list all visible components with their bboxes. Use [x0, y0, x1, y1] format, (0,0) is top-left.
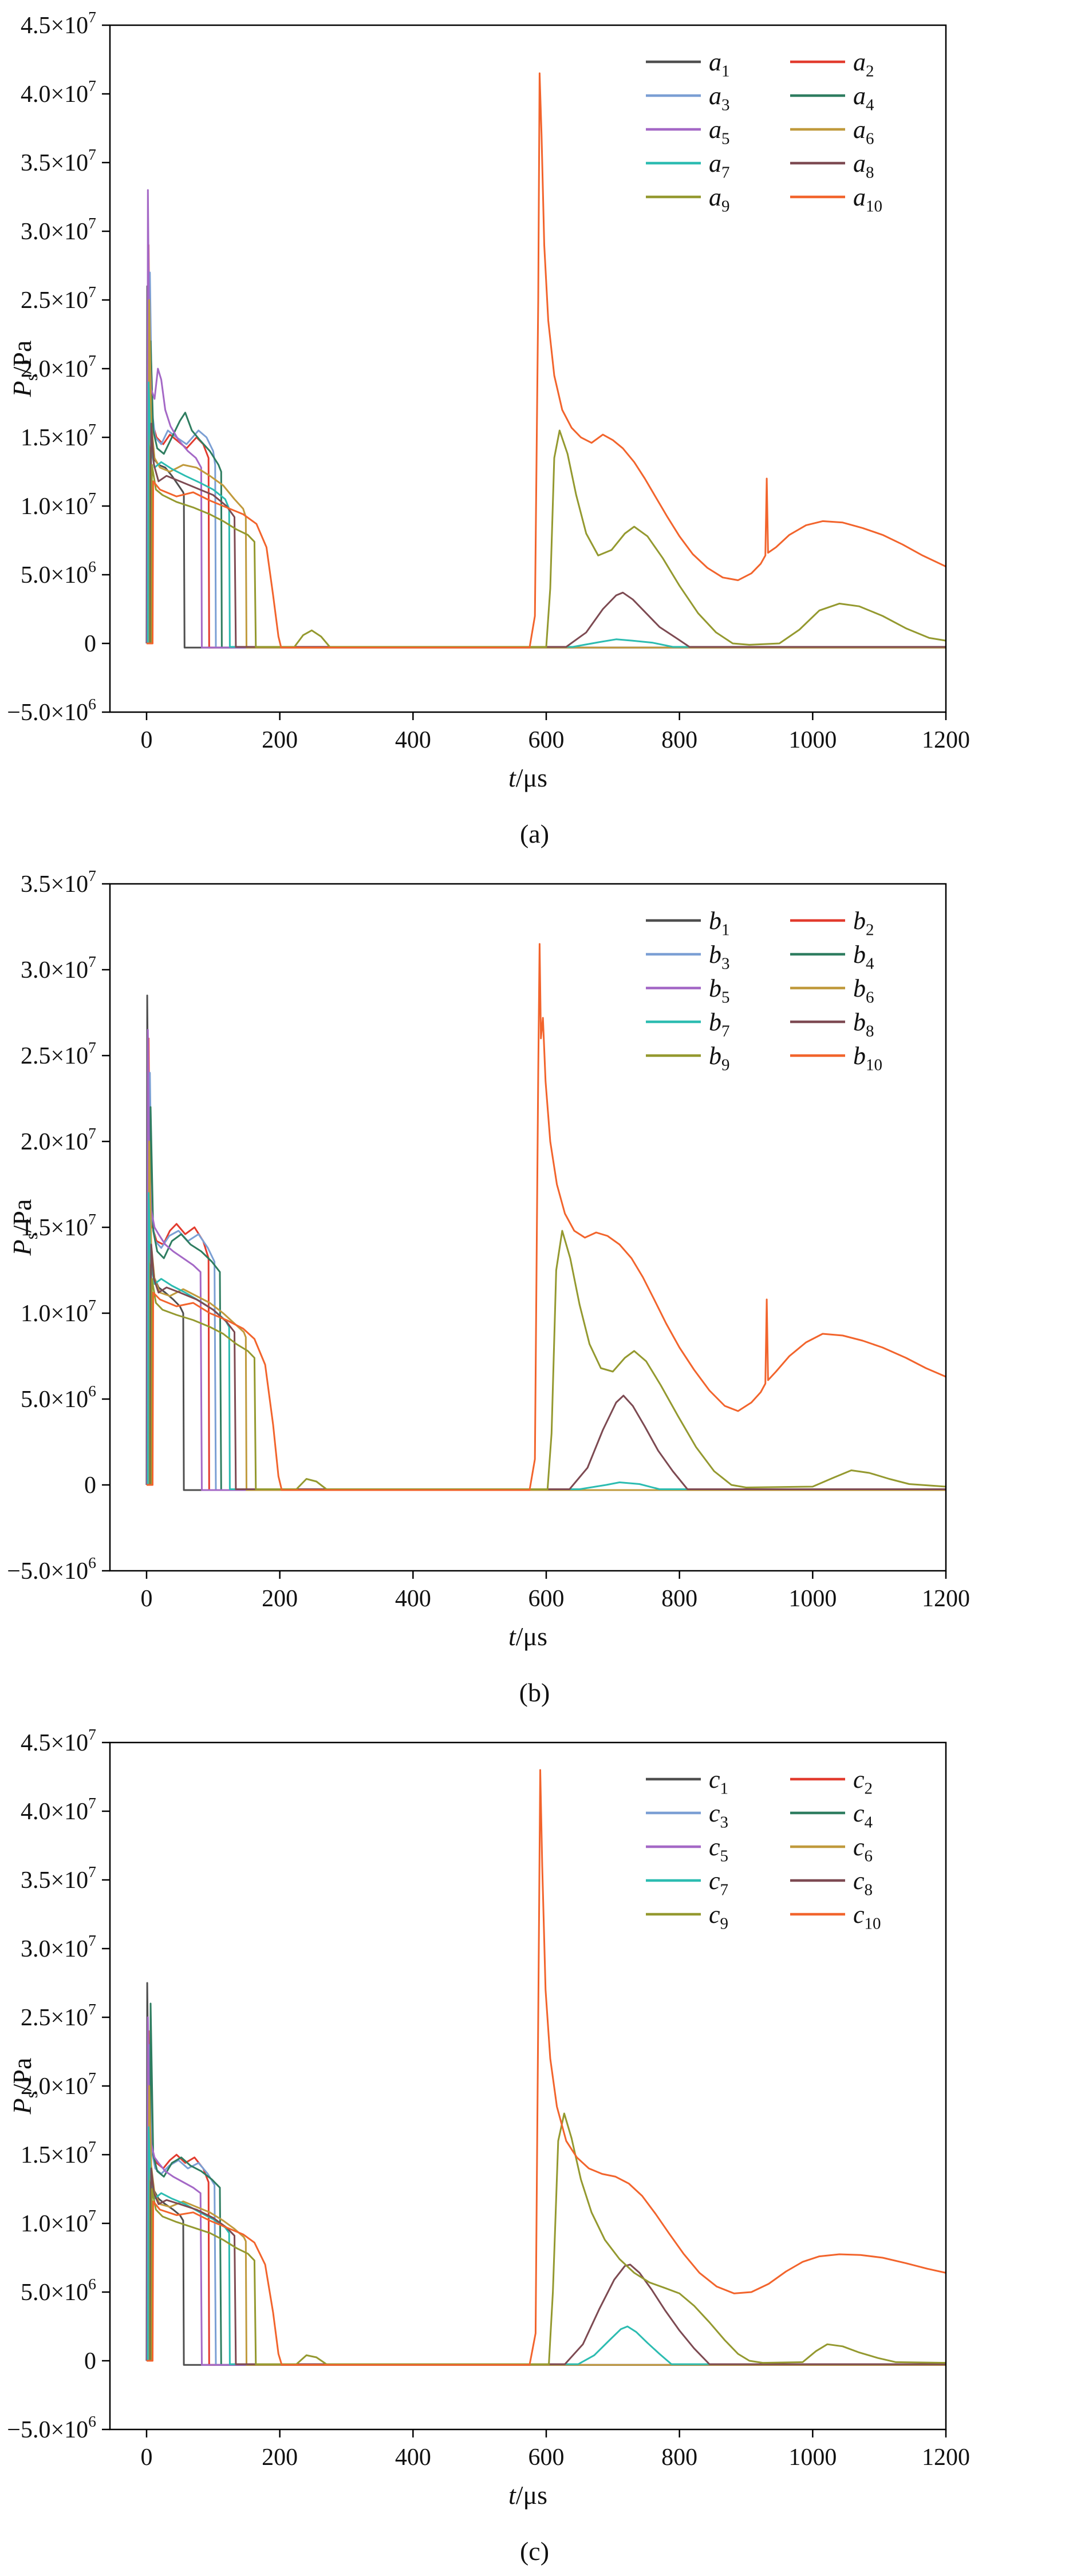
svg-text:2.0×107: 2.0×107 [21, 1124, 96, 1155]
svg-text:c4: c4 [853, 1799, 873, 1832]
svg-text:4.5×107: 4.5×107 [21, 8, 96, 39]
svg-text:b4: b4 [853, 941, 874, 973]
svg-text:4.5×107: 4.5×107 [21, 1725, 96, 1756]
chart-c-plot: 0 200 400 600 800 1000 1200 −5.0×106 0 5.0×106 1.0… [7, 1725, 970, 2510]
svg-text:600: 600 [528, 1586, 564, 1612]
svg-text:1000: 1000 [788, 1586, 837, 1612]
svg-text:2.5×107: 2.5×107 [21, 1038, 96, 1069]
svg-text:1000: 1000 [788, 2444, 837, 2471]
svg-text:3.5×107: 3.5×107 [21, 867, 96, 898]
svg-text:5.0×106: 5.0×106 [21, 1382, 96, 1413]
svg-text:1200: 1200 [922, 2444, 970, 2471]
svg-text:a5: a5 [709, 116, 730, 148]
svg-text:2.5×107: 2.5×107 [21, 283, 96, 314]
svg-text:t/μs: t/μs [508, 2480, 547, 2510]
chart-a-plot: 0 200 400 600 800 1000 1200 −5.0×106 0 5.0×106 1.0… [7, 8, 970, 792]
svg-text:800: 800 [661, 2444, 697, 2471]
svg-text:c10: c10 [853, 1901, 881, 1933]
svg-text:b8: b8 [853, 1008, 874, 1041]
svg-text:a9: a9 [709, 183, 730, 216]
svg-text:3.0×107: 3.0×107 [21, 214, 96, 245]
svg-text:1.0×107: 1.0×107 [21, 489, 96, 520]
chart-b-caption: (b) [519, 1678, 550, 1707]
svg-text:2.0×107: 2.0×107 [21, 2069, 96, 2100]
subplot-a: 0 200 400 600 800 1000 1200 −5.0×106 0 5.0×106 1.0… [0, 0, 1069, 859]
svg-text:a1: a1 [709, 48, 730, 81]
svg-text:3.5×107: 3.5×107 [21, 1863, 96, 1894]
svg-text:t/μs: t/μs [508, 763, 547, 792]
svg-text:−5.0×106: −5.0×106 [7, 2412, 96, 2443]
svg-text:1200: 1200 [922, 727, 970, 753]
svg-text:a3: a3 [709, 82, 730, 114]
svg-text:Ps/Pa: Ps/Pa [7, 1199, 41, 1257]
svg-text:400: 400 [395, 2444, 431, 2471]
svg-text:a8: a8 [853, 149, 874, 182]
svg-text:600: 600 [528, 727, 564, 753]
svg-text:0: 0 [84, 2348, 96, 2374]
svg-text:c5: c5 [709, 1833, 728, 1866]
svg-text:−5.0×106: −5.0×106 [7, 1554, 96, 1585]
chart-b-plot: 0 200 400 600 800 1000 1200 −5.0×106 0 5.0×106 1.0… [7, 867, 970, 1651]
svg-text:b5: b5 [709, 974, 730, 1007]
svg-text:−5.0×106: −5.0×106 [7, 695, 96, 726]
svg-text:a7: a7 [709, 149, 730, 182]
svg-text:2.5×107: 2.5×107 [21, 2000, 96, 2031]
svg-text:0: 0 [140, 727, 152, 753]
svg-text:1.5×107: 1.5×107 [21, 2138, 96, 2168]
svg-text:0: 0 [84, 631, 96, 657]
svg-text:1.5×107: 1.5×107 [21, 1210, 96, 1241]
svg-text:5.0×106: 5.0×106 [21, 2275, 96, 2306]
svg-text:800: 800 [661, 1586, 697, 1612]
svg-text:Ps/Pa: Ps/Pa [7, 341, 41, 398]
svg-text:b3: b3 [709, 941, 730, 973]
svg-text:c1: c1 [709, 1765, 728, 1798]
svg-text:200: 200 [262, 2444, 298, 2471]
svg-text:600: 600 [528, 2444, 564, 2471]
svg-text:b1: b1 [709, 907, 730, 939]
svg-text:b6: b6 [853, 974, 874, 1007]
svg-text:c8: c8 [853, 1867, 873, 1899]
chart-c-caption: (c) [519, 2537, 550, 2566]
svg-text:b2: b2 [853, 907, 874, 939]
svg-text:a10: a10 [853, 183, 882, 216]
svg-text:Ps/Pa: Ps/Pa [7, 2058, 41, 2115]
svg-text:5.0×106: 5.0×106 [21, 558, 96, 588]
svg-text:a6: a6 [853, 116, 874, 148]
svg-text:b7: b7 [709, 1008, 730, 1041]
svg-text:c6: c6 [853, 1833, 873, 1866]
svg-text:c9: c9 [709, 1901, 728, 1933]
svg-text:b10: b10 [853, 1042, 882, 1074]
svg-text:3.5×107: 3.5×107 [21, 145, 96, 176]
subplot-c: 0 200 400 600 800 1000 1200 −5.0×106 0 5.0×106 1.0… [0, 1717, 1069, 2576]
subplot-b: 0 200 400 600 800 1000 1200 −5.0×106 0 5.0×106 1.0… [0, 859, 1069, 1717]
svg-text:1.5×107: 1.5×107 [21, 420, 96, 451]
svg-text:a4: a4 [853, 82, 874, 114]
svg-text:2.0×107: 2.0×107 [21, 351, 96, 382]
svg-text:800: 800 [661, 727, 697, 753]
svg-text:a2: a2 [853, 48, 874, 81]
svg-text:c2: c2 [853, 1765, 873, 1798]
svg-text:3.0×107: 3.0×107 [21, 953, 96, 983]
svg-text:200: 200 [262, 727, 298, 753]
svg-text:400: 400 [395, 727, 431, 753]
svg-text:3.0×107: 3.0×107 [21, 1931, 96, 1962]
svg-text:4.0×107: 4.0×107 [21, 77, 96, 108]
svg-text:0: 0 [140, 1586, 152, 1612]
svg-text:1.0×107: 1.0×107 [21, 2206, 96, 2237]
svg-text:1000: 1000 [788, 727, 837, 753]
svg-text:c3: c3 [709, 1799, 728, 1832]
chart-a-caption: (a) [519, 819, 550, 848]
svg-text:1200: 1200 [922, 1586, 970, 1612]
svg-text:200: 200 [262, 1586, 298, 1612]
svg-text:b9: b9 [709, 1042, 730, 1074]
svg-text:400: 400 [395, 1586, 431, 1612]
svg-text:t/μs: t/μs [508, 1622, 547, 1651]
svg-text:0: 0 [140, 2444, 152, 2471]
svg-text:4.0×107: 4.0×107 [21, 1794, 96, 1825]
svg-text:1.0×107: 1.0×107 [21, 1296, 96, 1327]
svg-text:c7: c7 [709, 1867, 728, 1899]
svg-text:0: 0 [84, 1472, 96, 1499]
